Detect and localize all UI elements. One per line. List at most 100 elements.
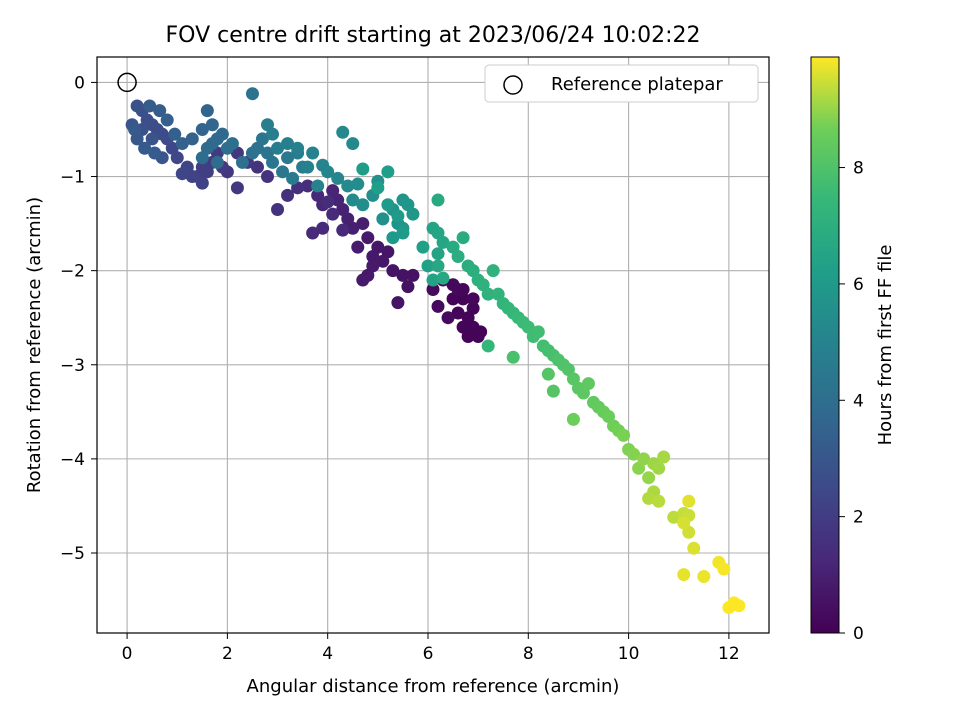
data-point (281, 188, 295, 202)
data-point (225, 137, 239, 151)
data-point (642, 491, 656, 505)
x-tick-label: 4 (322, 644, 333, 664)
data-point (261, 170, 275, 184)
data-point (276, 165, 290, 179)
x-tick-label: 8 (523, 644, 534, 664)
y-axis-ticks: 0 −1 −2 −3 −4 −5 (60, 73, 97, 564)
colorbar-tick-label: 2 (853, 508, 864, 528)
data-point (617, 428, 631, 442)
data-point (321, 195, 335, 209)
data-point (291, 141, 305, 155)
data-point (657, 450, 671, 464)
data-point (138, 141, 152, 155)
data-point (446, 278, 460, 292)
data-point (143, 99, 157, 113)
data-point (546, 384, 560, 398)
data-point (271, 141, 285, 155)
data-point (130, 99, 144, 113)
data-point (346, 193, 360, 207)
data-point (321, 165, 335, 179)
data-point (160, 113, 174, 127)
data-point (331, 171, 345, 185)
data-point (356, 217, 370, 231)
data-point (697, 570, 711, 584)
y-axis-label: Rotation from reference (arcmin) (24, 197, 45, 493)
legend-marker (503, 75, 523, 95)
data-point (266, 155, 280, 169)
data-point (306, 146, 320, 160)
data-point (386, 231, 400, 245)
data-point (391, 209, 405, 223)
data-point (195, 122, 209, 136)
scatter-points (125, 87, 746, 615)
data-point (356, 162, 370, 176)
data-point (652, 461, 666, 475)
data-point (306, 226, 320, 240)
data-point (371, 181, 385, 195)
data-point (301, 160, 315, 174)
data-point (416, 240, 430, 254)
data-point (153, 104, 167, 118)
data-point (336, 125, 350, 139)
grid-lines (97, 57, 769, 633)
data-point (381, 165, 395, 179)
data-point (235, 155, 249, 169)
data-point (255, 132, 269, 146)
data-point (351, 240, 365, 254)
data-point (717, 562, 731, 576)
data-point (215, 127, 229, 141)
plot-frame (96, 56, 770, 634)
data-point (466, 292, 480, 306)
data-point (506, 350, 520, 364)
y-tick-label: −4 (60, 450, 85, 470)
colorbar-tick-label: 0 (853, 624, 864, 644)
legend-box (484, 64, 759, 103)
data-point (481, 339, 495, 353)
data-point (441, 311, 455, 325)
data-point (406, 268, 420, 282)
data-point (426, 273, 440, 287)
data-point (326, 184, 340, 198)
data-point (301, 179, 315, 193)
legend-label: Reference platepar (551, 74, 723, 95)
data-point (627, 447, 641, 461)
data-point (732, 599, 746, 613)
data-point (436, 271, 450, 285)
data-point (336, 223, 350, 237)
data-point (421, 259, 435, 273)
data-point (175, 167, 189, 181)
data-point (341, 179, 355, 193)
data-point (682, 494, 696, 508)
data-point (175, 137, 189, 151)
data-point (637, 452, 651, 466)
data-point (386, 264, 400, 278)
y-tick-label: −5 (60, 544, 85, 564)
data-point (250, 160, 264, 174)
colorbar-label: Hours from first FF file (875, 245, 896, 446)
data-point (351, 177, 365, 191)
data-point (326, 207, 340, 221)
data-point (451, 250, 465, 264)
reference-marker (117, 72, 137, 93)
data-point (145, 132, 159, 146)
data-point (316, 221, 330, 235)
legend: Reference platepar (484, 64, 759, 103)
y-tick-label: 0 (74, 73, 85, 93)
x-tick-label: 12 (718, 644, 740, 664)
data-point (581, 377, 595, 391)
data-point (376, 254, 390, 268)
colorbar-ticks: 0 2 4 6 8 (839, 159, 864, 644)
data-point (436, 235, 450, 249)
data-point (271, 202, 285, 216)
data-point (128, 122, 142, 136)
data-point (266, 127, 280, 141)
data-point (406, 207, 420, 221)
data-point (531, 325, 545, 339)
x-tick-label: 10 (618, 644, 640, 664)
data-point (456, 282, 470, 296)
data-point (356, 198, 370, 212)
data-point (376, 212, 390, 226)
reference-platepar-marker (117, 72, 137, 93)
data-point (311, 179, 325, 193)
y-tick-label: −3 (60, 356, 85, 376)
